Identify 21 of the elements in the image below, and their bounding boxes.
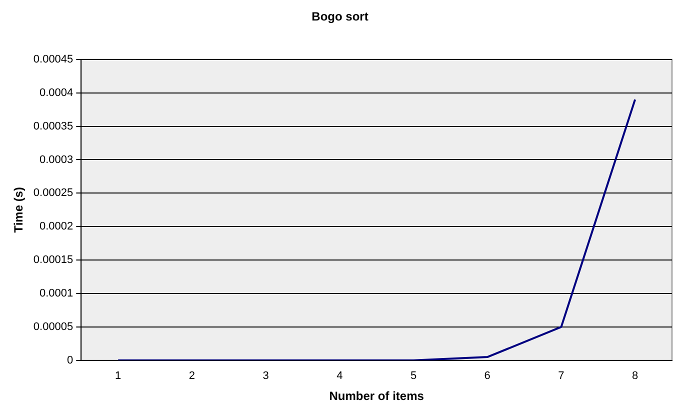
y-tick-label: 0.00045 <box>33 53 74 66</box>
x-tick-label: 8 <box>632 370 638 382</box>
y-tick-label: 0.00015 <box>33 254 74 266</box>
x-tick-label: 2 <box>188 370 196 382</box>
x-axis-title: Number of items <box>329 389 424 404</box>
y-tick-label: 0 <box>67 354 74 366</box>
x-tick-label: 4 <box>336 370 343 382</box>
y-tick-label: 0.00035 <box>33 120 74 132</box>
x-tick-label: 1 <box>115 370 122 382</box>
y-tick-label: 0.0002 <box>40 220 74 233</box>
y-tick-label: 0.0003 <box>40 154 74 166</box>
chart-title: Bogo sort <box>312 10 368 24</box>
y-tick-label: 0.00005 <box>33 320 74 333</box>
x-tick-label: 7 <box>558 370 564 382</box>
x-tick-label: 5 <box>410 370 417 382</box>
y-tick-label: 0.0001 <box>40 288 74 300</box>
x-tick-label: 3 <box>262 370 269 382</box>
x-tick-label: 6 <box>484 370 490 382</box>
y-tick-label: 0.00025 <box>33 187 74 200</box>
y-axis-title: Time (s) <box>12 187 26 233</box>
y-tick-label: 0.0004 <box>40 86 74 99</box>
